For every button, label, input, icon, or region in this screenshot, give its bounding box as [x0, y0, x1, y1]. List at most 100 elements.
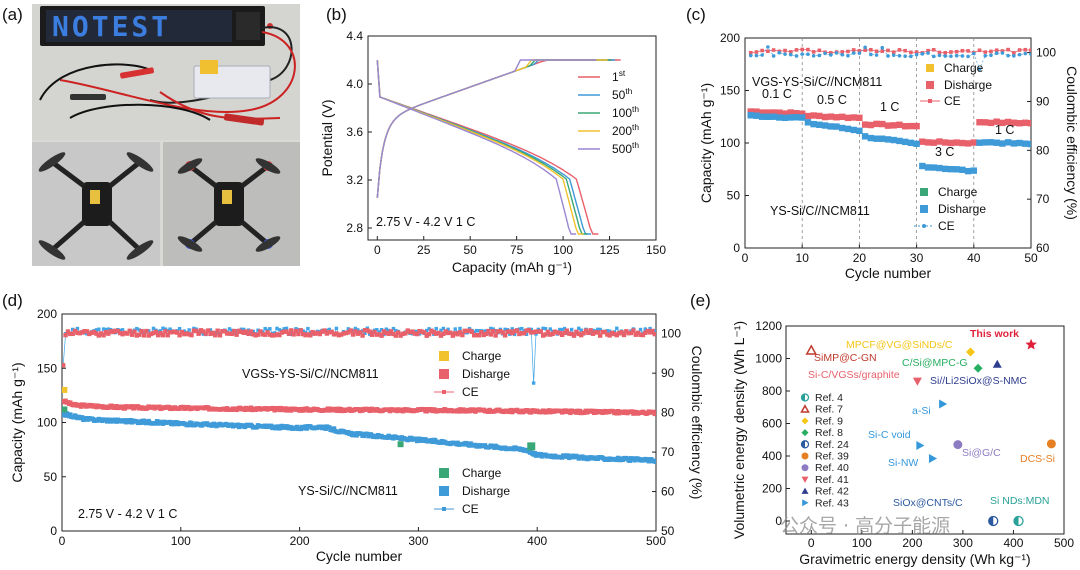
- ys-discharge-point: [942, 165, 949, 173]
- vgs-ce-point: [874, 49, 879, 54]
- panel-label-d: (d): [2, 291, 23, 310]
- vgs-ce-point: [448, 330, 453, 335]
- vgs-ce-point: [909, 50, 913, 55]
- vgs-ce-point: [369, 332, 375, 337]
- ys-ce-point: [239, 327, 244, 331]
- vgs-ce-point: [322, 328, 327, 333]
- vgs-ce-point: [210, 330, 216, 336]
- vgs-discharge-point: [747, 108, 754, 115]
- ys-ce-point: [937, 53, 942, 58]
- vgs-ce-point: [262, 332, 268, 337]
- ys-ce-point: [920, 52, 925, 56]
- panel-label-e: (e): [690, 291, 711, 310]
- ys-ce-point: [158, 329, 163, 333]
- ys-ce-point: [760, 53, 764, 57]
- ys-ce-point: [508, 332, 512, 336]
- ys-ce-point: [550, 329, 555, 334]
- ys-ce-point: [972, 51, 976, 56]
- legend-marker: [801, 452, 809, 460]
- vgs-ce-point: [120, 331, 125, 337]
- vgs-ce-point: [391, 331, 396, 337]
- ys-ce-point: [163, 327, 168, 331]
- vgs-ce-point: [99, 331, 104, 336]
- ys-ce-point: [151, 326, 156, 331]
- ys-ce-point: [375, 328, 379, 332]
- ys-ce-point: [1017, 52, 1022, 57]
- vgs-ce-point: [457, 330, 463, 335]
- ys-ce-point: [289, 332, 293, 336]
- ys-discharge-point: [924, 164, 932, 171]
- rate-label: 0.1 C: [762, 87, 792, 101]
- ys-ce-point: [777, 50, 782, 55]
- ys-ce-point: [560, 327, 564, 332]
- vgs-discharge-point: [770, 109, 777, 116]
- ys-discharge-point: [821, 122, 829, 129]
- ys-discharge-point: [856, 127, 863, 135]
- vgs-ce-point: [132, 329, 137, 334]
- vgs-discharge-point: [856, 114, 863, 122]
- vgs-ce-point: [129, 332, 135, 337]
- vgs-discharge-point: [987, 119, 995, 127]
- ys-ce-point: [994, 51, 999, 56]
- y-axis-label: Potential (V): [319, 99, 335, 176]
- vgs-ce-point: [376, 332, 382, 337]
- vgs-ce-point: [227, 331, 232, 336]
- ys-ce-point: [325, 328, 329, 333]
- ys-ce-point: [536, 327, 541, 332]
- vgs-ce-point: [431, 330, 437, 335]
- ys-ce-point: [346, 327, 351, 331]
- vgs-ce-point: [319, 329, 325, 334]
- ys-ce-point: [909, 54, 913, 59]
- vgs-ce-point: [529, 330, 534, 335]
- y2-tick-label: 60: [661, 485, 675, 499]
- vgs-ce-point: [483, 331, 489, 337]
- vgs-ce-point: [631, 328, 636, 333]
- vgs-ce-point: [63, 332, 68, 338]
- ys-ce-point: [874, 53, 879, 57]
- vgs-discharge-point: [804, 112, 812, 120]
- vgs-ce-point: [182, 331, 187, 337]
- ys-discharge-point: [331, 426, 337, 431]
- vgs-ce-point: [588, 328, 593, 333]
- ys-ce-point: [562, 326, 567, 331]
- vgs-ce-point: [289, 328, 294, 333]
- series-label-ys: YS-Si/C//NCM811: [770, 204, 870, 218]
- legend-label: Ref. 43: [815, 497, 849, 509]
- ys-ce-point: [960, 54, 965, 58]
- ys-ce-point: [394, 328, 398, 333]
- ys-discharge-point: [907, 139, 915, 147]
- ys-ce-point: [886, 54, 890, 58]
- ys-ce-point: [891, 53, 896, 58]
- ys-ce-point: [168, 327, 172, 331]
- rate-label: 3 C: [935, 145, 954, 159]
- x-tick-label: 500: [646, 534, 666, 548]
- vgs-ce-point: [521, 331, 527, 336]
- vgs-discharge-point: [1004, 118, 1012, 126]
- ys-ce-point: [213, 331, 217, 335]
- ys-ce-point: [382, 332, 386, 337]
- ys-ce-point: [558, 327, 562, 332]
- led-display-board: NOTEST: [40, 6, 273, 46]
- panel-label-b: (b): [326, 5, 347, 24]
- vgs-ce-point: [897, 48, 902, 52]
- ys-ce-point: [880, 45, 885, 50]
- ys-ce-point: [643, 327, 648, 331]
- vgs-ce-point: [343, 330, 349, 336]
- annotation-conditions: 2.75 V - 4.2 V 1 C: [376, 215, 475, 229]
- ys-discharge-point: [816, 121, 823, 128]
- red-wire: [59, 31, 296, 114]
- ys-discharge-point: [787, 114, 794, 121]
- vgs-ce-point: [350, 332, 356, 337]
- point-label: Si@G/C: [962, 447, 1001, 459]
- discharge-curve-200th: [376, 59, 584, 235]
- vgs-ce-point: [597, 333, 603, 338]
- vgs-ce-point: [472, 333, 477, 338]
- ys-discharge-point: [884, 136, 892, 143]
- ys-ce-point: [268, 327, 272, 331]
- vgs-ce-point: [68, 331, 73, 337]
- vgs-ce-point: [374, 332, 380, 337]
- vgs-ce-point: [396, 330, 401, 335]
- ys-discharge-point: [993, 139, 1000, 146]
- vgs-ce-point: [574, 329, 579, 335]
- ys-ce-point: [201, 332, 206, 336]
